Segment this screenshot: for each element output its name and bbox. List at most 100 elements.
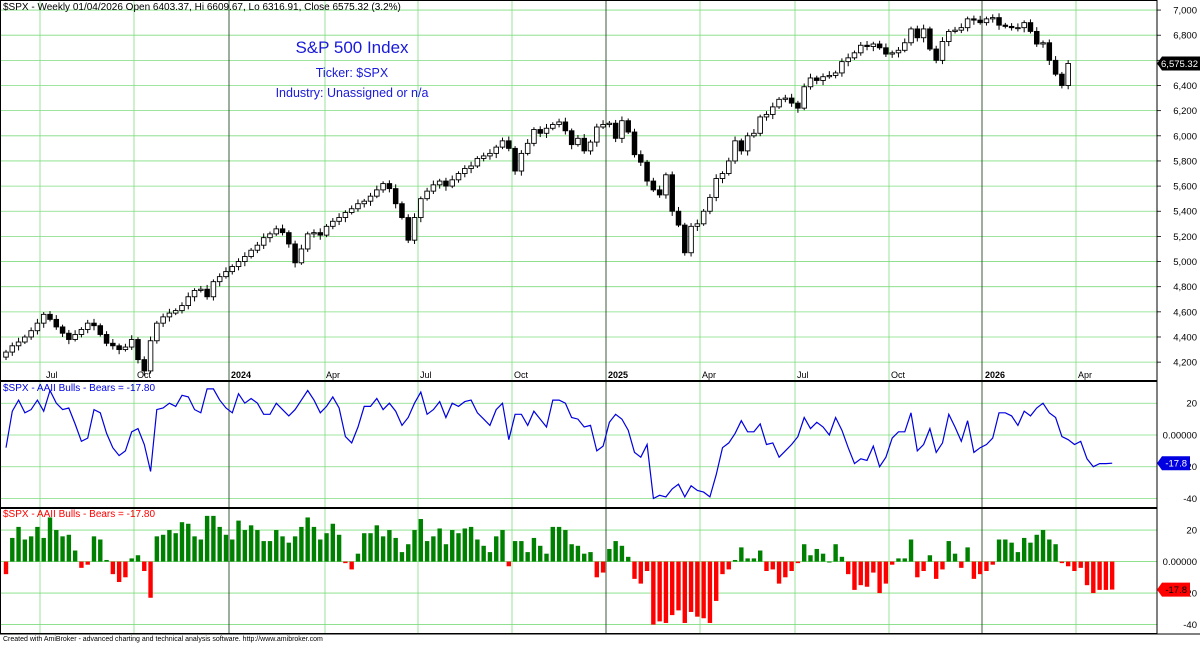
hist-bar-negative [921, 561, 926, 571]
candle-body-up [776, 98, 782, 108]
candle-body-up [9, 345, 16, 353]
hist-bar-positive [230, 539, 235, 562]
hist-bar-positive [22, 539, 28, 562]
candle [399, 201, 405, 220]
candle-body-down [279, 228, 286, 234]
candle [795, 100, 801, 113]
hist-bar-positive [1021, 537, 1027, 562]
candle [757, 114, 763, 137]
candle-body-down [650, 180, 657, 191]
candle [694, 219, 701, 231]
candle-body-up [902, 42, 908, 51]
hist-bar-positive [927, 555, 933, 562]
candle-body-up [72, 334, 78, 340]
hist-bar-negative [883, 561, 889, 584]
candle [405, 214, 411, 244]
candle [386, 180, 393, 193]
price-last-value-tag: 6,575.32 [1157, 56, 1200, 71]
hist-bar-positive [330, 523, 336, 562]
hist-bar-positive [362, 533, 367, 562]
candle [713, 174, 719, 202]
candle [575, 135, 581, 147]
candle-body-up [751, 132, 757, 137]
hist-bar-positive [393, 537, 398, 562]
candle-body-up [518, 152, 525, 172]
candle-body-up [235, 261, 242, 268]
candle [204, 284, 210, 300]
candle [172, 308, 179, 316]
candle [191, 288, 198, 302]
hist-bar-negative [1072, 561, 1077, 571]
industry-annotation: Industry: Unassigned or n/a [276, 86, 429, 100]
candle [154, 320, 160, 344]
candle-body-up [499, 140, 506, 148]
aaii-line-series [5, 388, 1113, 500]
candle-body-up [920, 28, 927, 39]
hist-bar-positive [336, 534, 342, 562]
hist-bar-positive [248, 525, 254, 562]
x-axis-tick-label: 2026 [985, 370, 1005, 380]
candle [72, 330, 78, 342]
hist-bar-positive [1040, 530, 1046, 562]
hist-bar-positive [1015, 552, 1021, 562]
candle [1046, 39, 1053, 66]
hist-bar-negative [864, 561, 870, 587]
candle-body-down [876, 43, 883, 49]
candle-body-up [330, 220, 336, 227]
candle [298, 244, 305, 265]
hist-bar-positive [494, 536, 499, 562]
hist-bar-negative [343, 561, 348, 564]
hist-bar-negative [783, 561, 788, 578]
candle-body-down [537, 129, 543, 134]
candle-body-up [1021, 22, 1027, 29]
candle [229, 264, 236, 275]
candle-body-up [744, 135, 751, 152]
hist-bar-positive [820, 553, 826, 562]
candle [807, 73, 814, 90]
candle [587, 139, 594, 155]
candle [493, 144, 499, 159]
candle [273, 225, 280, 236]
candle-body-up [801, 86, 807, 109]
hist-bar-positive [500, 530, 505, 562]
candle-body-down [392, 188, 399, 205]
hist-bar-positive [54, 530, 59, 562]
candle-body-down [682, 224, 688, 254]
hist-bar-negative [594, 561, 599, 578]
candle-body-down [971, 18, 977, 21]
x-axis-tick-label: Apr [1078, 370, 1092, 380]
hist-bar-negative [977, 561, 983, 575]
candle-body-down [864, 44, 870, 47]
hist-bar-negative [764, 561, 769, 571]
hist-bar-negative [714, 561, 719, 601]
candle [1052, 56, 1059, 77]
hist-bar-positive [355, 553, 361, 562]
candle-body-up [455, 173, 462, 181]
candle-body-down [317, 232, 324, 236]
hist-bar-positive [550, 526, 555, 562]
candle-body-up [198, 288, 204, 291]
candle-body-down [103, 334, 110, 344]
candle [292, 240, 298, 268]
candle [1059, 71, 1065, 89]
candle [235, 258, 242, 271]
candle [902, 38, 908, 53]
candle-body-down [135, 339, 141, 361]
candle [480, 152, 487, 162]
candle [631, 128, 638, 158]
candle-body-down [795, 102, 801, 109]
candle [9, 342, 16, 356]
candle-body-up [839, 61, 845, 74]
hist-bar-negative [707, 561, 713, 623]
candle-body-up [845, 57, 851, 63]
hist-bar-positive [525, 552, 530, 562]
candle-body-down [1027, 22, 1034, 32]
candle-body-up [807, 77, 814, 88]
candle-body-up [600, 124, 606, 128]
candle-body-up [832, 72, 839, 76]
candlestick-series [3, 13, 1071, 376]
candle-body-up [858, 44, 864, 54]
hist-bar-negative [720, 561, 725, 575]
candle-body-up [229, 266, 236, 273]
candle-body-up [587, 141, 594, 152]
